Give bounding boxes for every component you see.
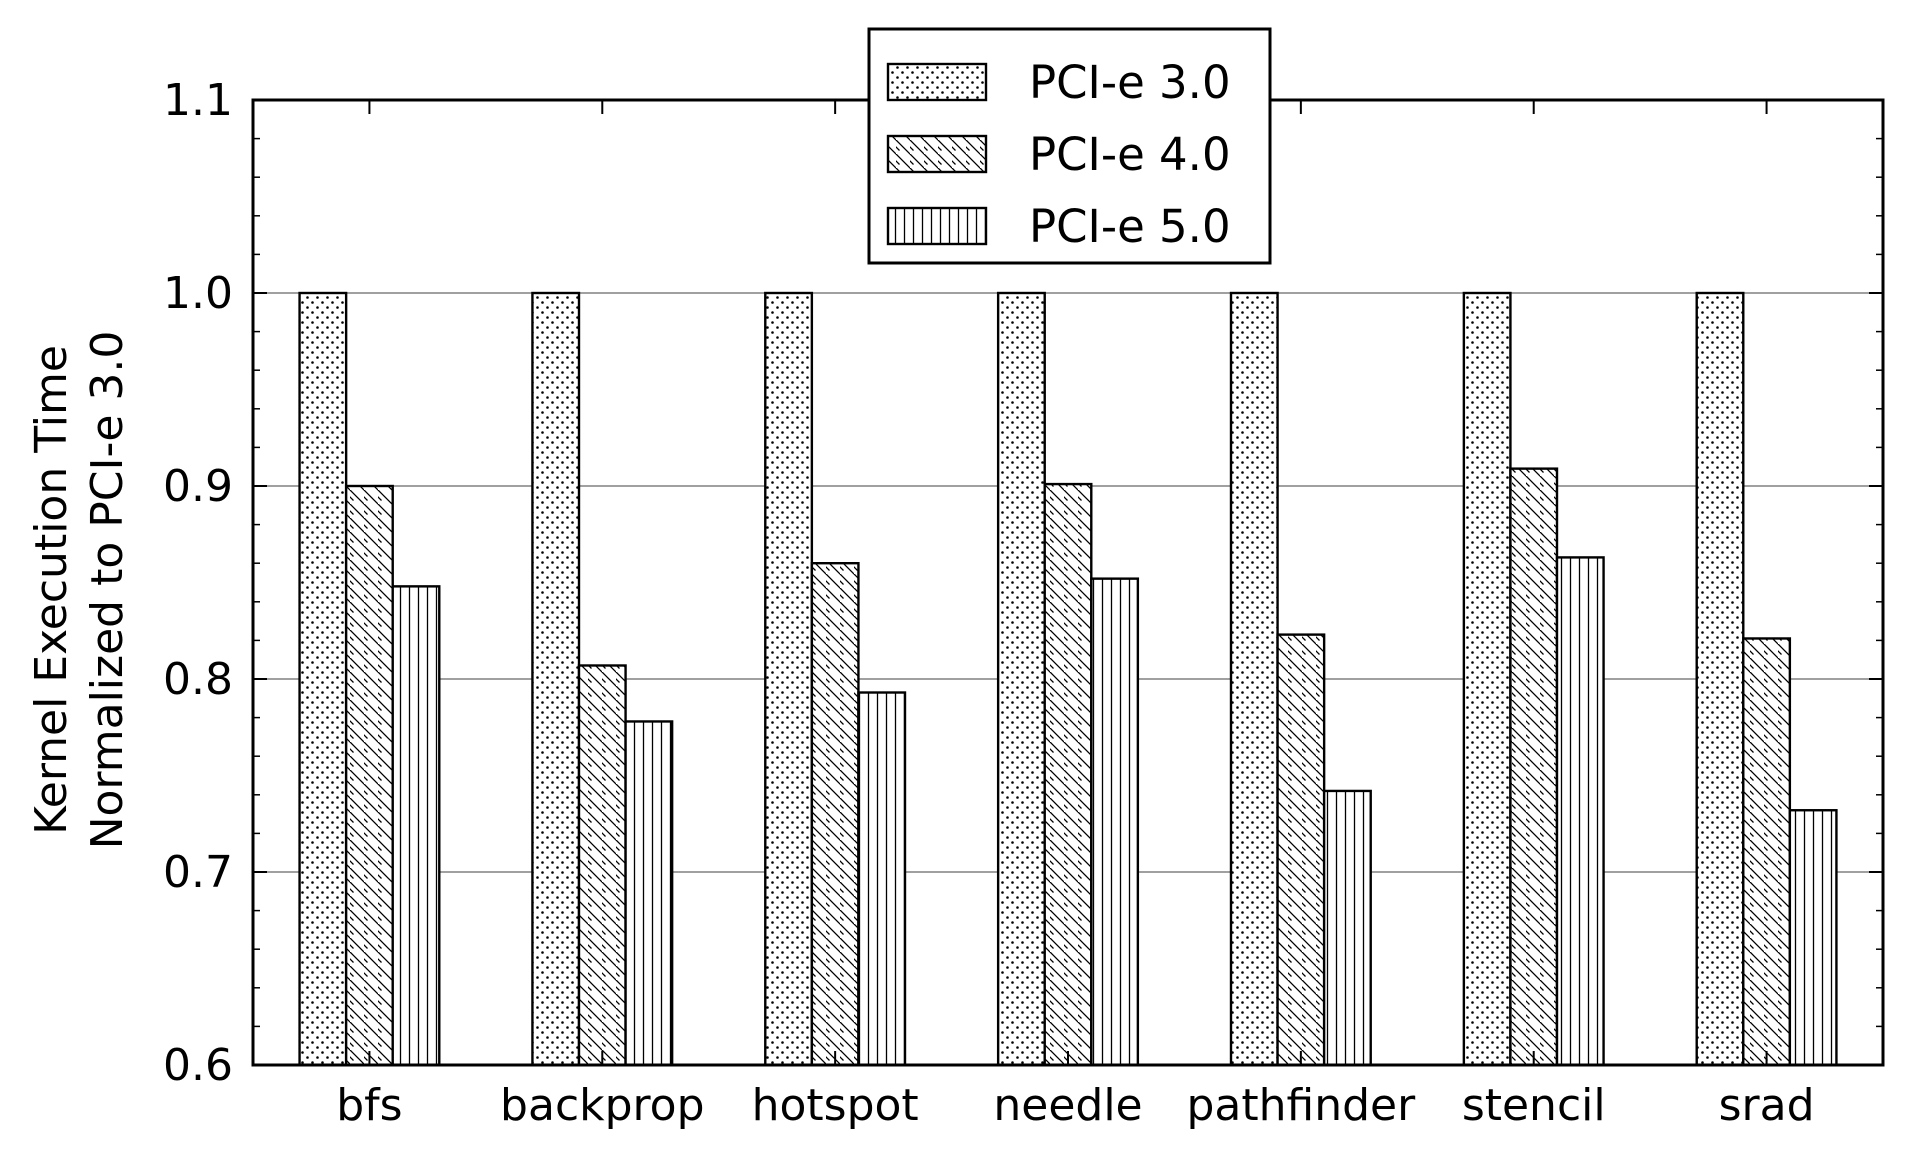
bar-bfs-pci-e-5-0 [391,585,441,1067]
tick-labels: 0.6 0.7 0.8 0.9 1.0 1.1 bfs backprop hotspot need… [163,75,1815,1131]
bar-needle-pci-e-5-0 [1090,577,1140,1067]
bar-stencil-pci-e-3-0 [1462,291,1512,1067]
x-tick-label: srad [1719,1080,1815,1131]
x-tick-label: needle [993,1080,1142,1131]
y-axis-label-line-2: Normalized to PCI-e 3.0 [82,331,133,850]
y-tick-label: 1.1 [163,75,233,126]
legend: PCI-e 3.0 PCI-e 4.0 PCI-e 5.0 [867,27,1272,265]
y-tick-label: 0.8 [163,654,233,705]
bar-backprop-pci-e-5-0 [624,720,674,1067]
x-tick-label: bfs [336,1080,402,1131]
y-tick-label: 1.0 [163,268,233,319]
bar-pathfinder-pci-e-5-0 [1322,789,1372,1067]
x-tick-label: hotspot [752,1080,919,1131]
bar-bfs-pci-e-4-0 [344,484,394,1067]
bar-backprop-pci-e-4-0 [577,664,627,1067]
bar-srad-pci-e-4-0 [1742,637,1792,1067]
bar-srad-pci-e-5-0 [1788,809,1838,1067]
legend-swatch [886,62,988,102]
legend-label: PCI-e 3.0 [1029,56,1231,109]
legend-swatch [886,206,988,246]
x-tick-label: pathfinder [1186,1080,1416,1131]
bar-hotspot-pci-e-5-0 [857,691,907,1067]
legend-label: PCI-e 5.0 [1029,200,1231,253]
bar-pathfinder-pci-e-4-0 [1276,633,1326,1067]
y-tick-label: 0.6 [163,1040,233,1091]
x-tick-label: stencil [1462,1080,1606,1131]
bar-hotspot-pci-e-3-0 [764,291,814,1067]
axis-ticks [253,99,1883,1066]
legend-label: PCI-e 4.0 [1029,128,1231,181]
bar-bfs-pci-e-3-0 [298,291,348,1067]
y-axis-label-line-1: Kernel Execution Time [26,345,77,835]
bar-hotspot-pci-e-4-0 [810,562,860,1067]
bar-needle-pci-e-3-0 [996,291,1046,1067]
bar-needle-pci-e-4-0 [1043,482,1093,1067]
bar-pathfinder-pci-e-3-0 [1229,291,1279,1067]
bars [298,291,1838,1067]
y-tick-label: 0.9 [163,461,233,512]
bar-stencil-pci-e-5-0 [1555,556,1605,1067]
legend-swatch [886,134,988,174]
bar-srad-pci-e-3-0 [1695,291,1745,1067]
bar-backprop-pci-e-3-0 [531,291,581,1067]
x-tick-label: backprop [500,1080,704,1131]
bar-stencil-pci-e-4-0 [1509,467,1559,1067]
y-tick-label: 0.7 [163,847,233,898]
